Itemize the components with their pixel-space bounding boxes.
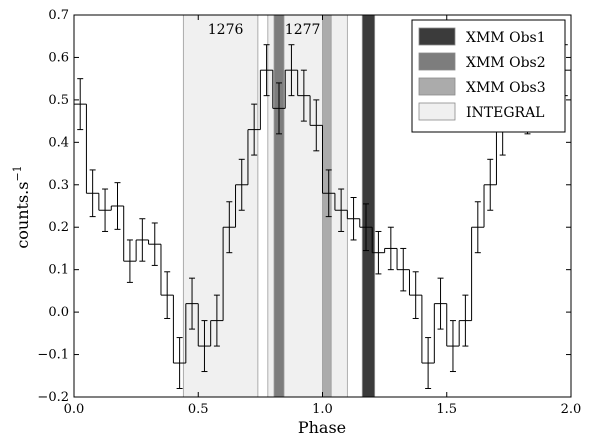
legend: XMM Obs1 XMM Obs2 XMM Obs3 INTEGRAL	[411, 19, 566, 133]
y-tick-label: −0.1	[37, 348, 69, 363]
ticks-layer: 0.0 0.5 1.0 1.5 2.0 −0.2 −0.1 0.0 0.1 0.2 0.3 0.4 0.…	[37, 8, 581, 417]
x-tick-label: 0.5	[188, 402, 209, 417]
y-tick-label: 0.0	[48, 305, 69, 320]
legend-label: XMM Obs2	[466, 55, 546, 71]
annotation-label: 1276	[208, 22, 244, 38]
band-xmm-obs3-3	[322, 14, 332, 398]
band-integral-0	[182, 14, 259, 398]
y-tick-label: 0.4	[48, 135, 69, 150]
y-tick-label: −0.2	[37, 390, 69, 405]
y-axis-label-superscript: −1	[11, 165, 24, 181]
y-tick-label: 0.6	[48, 50, 69, 65]
legend-label: INTEGRAL	[466, 105, 544, 121]
band-xmm-obs2-2	[273, 14, 285, 398]
legend-label: XMM Obs1	[466, 30, 546, 46]
legend-swatch	[418, 77, 456, 96]
y-tick-label: 0.2	[48, 220, 69, 235]
x-tick-label: 0.0	[64, 402, 85, 417]
annotations-layer: 1276 1277	[208, 22, 321, 38]
x-axis-label: Phase	[298, 418, 346, 437]
legend-swatch	[418, 102, 456, 121]
y-tick-label: 0.1	[48, 263, 69, 278]
bands-layer	[182, 14, 376, 398]
legend-label: XMM Obs3	[466, 80, 546, 96]
legend-swatch	[418, 52, 456, 71]
y-axis-label: counts.s−1	[11, 165, 32, 248]
y-tick-label: 0.5	[48, 93, 69, 108]
legend-swatch	[418, 27, 456, 46]
x-tick-label: 2.0	[561, 402, 582, 417]
y-axis-label-base: counts.s	[13, 182, 32, 249]
x-tick-label: 1.0	[312, 402, 333, 417]
y-tick-label: 0.7	[48, 8, 69, 23]
y-tick-label: 0.3	[48, 178, 69, 193]
annotation-label: 1277	[285, 22, 321, 38]
x-tick-label: 1.5	[436, 402, 457, 417]
band-xmm-obs1-4	[361, 14, 376, 398]
